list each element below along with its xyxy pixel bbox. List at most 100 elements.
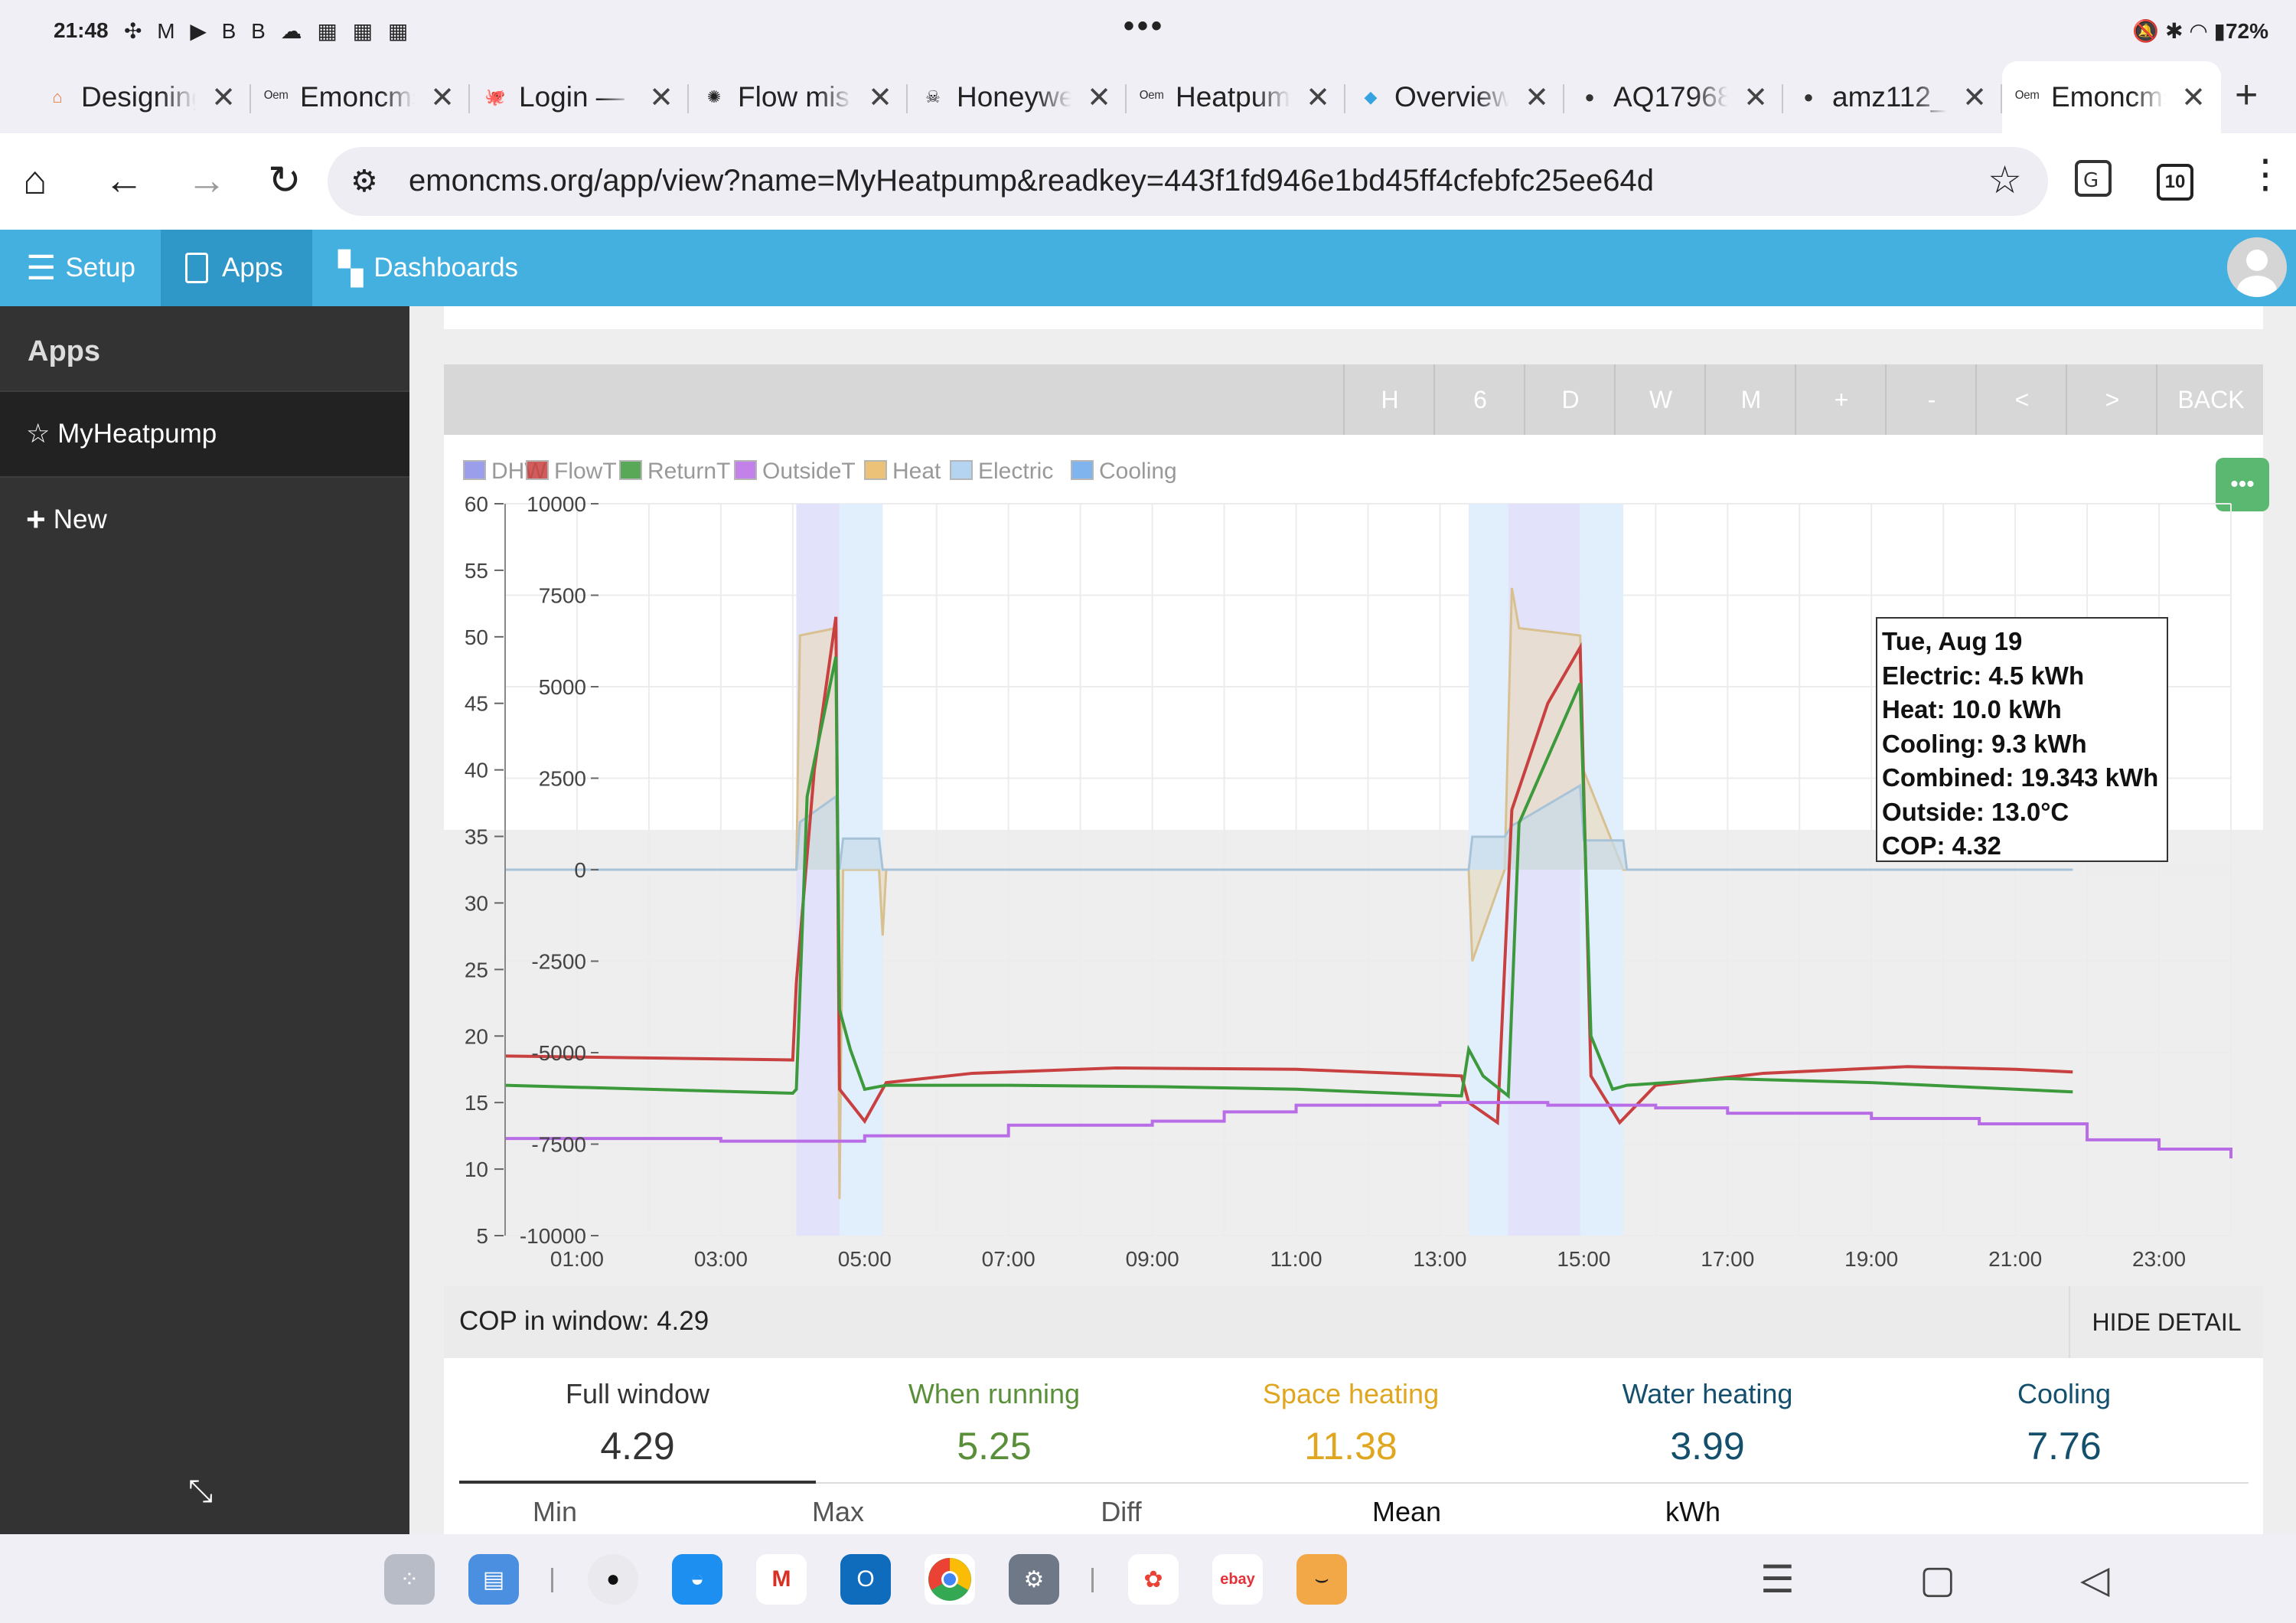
- close-tab-icon[interactable]: ✕: [2181, 81, 2206, 114]
- photos-pinwheel-icon[interactable]: ✿: [1128, 1554, 1179, 1605]
- tab-7[interactable]: ◆ Overview ✕: [1345, 61, 1564, 133]
- recents-icon[interactable]: ☰: [1760, 1558, 1795, 1601]
- user-avatar[interactable]: [2227, 237, 2287, 297]
- nav-apps[interactable]: Apps: [161, 230, 312, 306]
- stat-space-heating[interactable]: Space heating 11.38: [1172, 1378, 1529, 1468]
- tab-2[interactable]: ᴼᵉᵐ Emoncms ✕: [251, 61, 470, 133]
- menu-kebab-icon[interactable]: ⋮: [2245, 152, 2285, 197]
- y-left-tick-label: 60: [465, 492, 488, 516]
- reload-icon[interactable]: ↻: [268, 158, 302, 203]
- stat-title: Full window: [565, 1378, 710, 1409]
- close-tab-icon[interactable]: ✕: [1743, 81, 1768, 114]
- tab-10[interactable]: ᴼᵉᵐ Emoncms ✕: [2002, 61, 2221, 133]
- address-bar[interactable]: ⚙ emoncms.org/app/view?name=MyHeatpump&r…: [328, 147, 2048, 216]
- tooltip-line: Outside: 13.0°C: [1882, 797, 2069, 826]
- app-drawer-icon[interactable]: ⁘: [384, 1554, 435, 1605]
- collapse-sidebar-icon[interactable]: ⤡: [188, 1474, 213, 1508]
- home-icon[interactable]: ⌂: [23, 158, 47, 203]
- zoom-button-d[interactable]: D: [1524, 364, 1616, 435]
- heatpump-chart[interactable]: DHW FlowT ReturnT OutsideT Heat Electric Cooli…: [444, 435, 2265, 1277]
- close-tab-icon[interactable]: ✕: [430, 81, 455, 114]
- detail-col-diff: Diff: [1101, 1496, 1142, 1527]
- nav-setup[interactable]: ☰ Setup: [0, 230, 159, 306]
- stat-value: 5.25: [957, 1425, 1032, 1468]
- site-settings-icon[interactable]: ⚙: [351, 165, 378, 198]
- svg-text:G: G: [2083, 169, 2099, 192]
- close-tab-icon[interactable]: ✕: [1087, 81, 1111, 114]
- tab-9[interactable]: ● amz112_1 ✕: [1783, 61, 2002, 133]
- stat-water-heating[interactable]: Water heating 3.99: [1529, 1378, 1886, 1468]
- stat-when-running[interactable]: When running 5.25: [816, 1378, 1172, 1468]
- tooltip-line: COP: 4.32: [1882, 831, 2001, 860]
- y-left-tick-label: 55: [465, 559, 488, 583]
- extension-bubble-button[interactable]: •••: [2216, 458, 2269, 511]
- tab-title: Login —: [519, 81, 625, 113]
- zoom-button-6[interactable]: 6: [1433, 364, 1525, 435]
- tab-switcher-button[interactable]: 10: [2157, 161, 2193, 201]
- line-outsidet: [505, 1101, 2232, 1159]
- y-left-tick-label: 50: [465, 625, 488, 649]
- detail-col-max: Max: [811, 1496, 864, 1527]
- tab-4[interactable]: ✺ Flow mis ✕: [689, 61, 908, 133]
- close-tab-icon[interactable]: ✕: [1962, 81, 1987, 114]
- zoom-button-plus[interactable]: +: [1795, 364, 1887, 435]
- y-right-tick-label: 5000: [539, 675, 586, 699]
- legend-label-returnt: ReturnT: [647, 459, 730, 484]
- close-tab-icon[interactable]: ✕: [1306, 81, 1330, 114]
- octopus-icon: 🐙: [484, 87, 506, 106]
- skull-icon: ☠: [925, 87, 941, 106]
- zoom-button-w[interactable]: W: [1614, 364, 1706, 435]
- zoom-button-h[interactable]: H: [1343, 364, 1435, 435]
- zoom-button-m[interactable]: M: [1704, 364, 1796, 435]
- x-tick-label: 21:00: [1988, 1247, 2042, 1271]
- forward-icon[interactable]: →: [187, 158, 227, 203]
- bookmark-star-icon[interactable]: ☆: [1988, 158, 2022, 201]
- back-triangle-icon[interactable]: ◁: [2080, 1558, 2110, 1601]
- oem-icon: ᴼᵉᵐ: [2014, 87, 2040, 106]
- zoom-button-right[interactable]: >: [2066, 364, 2157, 435]
- y-left-tick-label: 10: [465, 1158, 488, 1181]
- tab-title: Heatpum: [1176, 81, 1290, 113]
- tab-8[interactable]: ● AQ17968 ✕: [1564, 61, 1783, 133]
- ebay-icon[interactable]: ebay: [1212, 1554, 1263, 1605]
- amazon-icon[interactable]: ⌣: [1296, 1554, 1347, 1605]
- home-square-icon[interactable]: ▢: [1919, 1558, 1956, 1601]
- more-dots-icon[interactable]: •••: [1124, 9, 1166, 43]
- zoom-button-back[interactable]: BACK: [2156, 364, 2265, 435]
- url-text[interactable]: emoncms.org/app/view?name=MyHeatpump&rea…: [409, 164, 1655, 198]
- new-tab-button[interactable]: +: [2235, 73, 2258, 117]
- sidebar-item-new[interactable]: + New: [0, 476, 409, 562]
- tab-3[interactable]: 🐙 Login — ✕: [470, 61, 689, 133]
- settings-gear-icon[interactable]: ⚙: [1009, 1554, 1059, 1605]
- zoom-button-left[interactable]: <: [1975, 364, 2067, 435]
- sidebar-item-myheatpump[interactable]: ☆ MyHeatpump: [0, 390, 409, 476]
- globe-icon: ●: [1803, 87, 1814, 106]
- close-tab-icon[interactable]: ✕: [649, 81, 673, 114]
- back-icon[interactable]: ←: [104, 158, 144, 203]
- stat-cooling[interactable]: Cooling 7.76: [1886, 1378, 2242, 1468]
- zoom-button-minus[interactable]: -: [1885, 364, 1977, 435]
- close-tab-icon[interactable]: ✕: [1525, 81, 1549, 114]
- weather-app-icon[interactable]: ◒: [672, 1554, 722, 1605]
- close-tab-icon[interactable]: ✕: [211, 81, 236, 114]
- close-tab-icon[interactable]: ✕: [868, 81, 892, 114]
- tab-6[interactable]: ᴼᵉᵐ Heatpum ✕: [1127, 61, 1345, 133]
- tab-5[interactable]: ☠ Honeywe ✕: [908, 61, 1127, 133]
- camera-app-icon[interactable]: ●: [588, 1554, 638, 1605]
- files-icon[interactable]: ▤: [468, 1554, 519, 1605]
- translate-icon[interactable]: G: [2074, 159, 2112, 205]
- gmail-icon[interactable]: M: [756, 1554, 807, 1605]
- home-icon: ⌂: [52, 87, 63, 106]
- stat-full-window[interactable]: Full window 4.29: [459, 1378, 816, 1468]
- tooltip-line: Cooling: 9.3 kWh: [1882, 729, 2087, 758]
- legend-label-flowt: FlowT: [554, 459, 617, 484]
- chrome-icon[interactable]: [925, 1554, 975, 1605]
- hide-detail-button[interactable]: HIDE DETAIL: [2069, 1286, 2263, 1358]
- tab-title: Honeywe: [957, 81, 1071, 113]
- y-left-tick-label: 35: [465, 825, 488, 849]
- nav-dashboards[interactable]: ▚ Dashboards: [338, 230, 518, 306]
- detail-col-kwh: kWh: [1665, 1496, 1720, 1527]
- outlook-icon[interactable]: O: [840, 1554, 891, 1605]
- tab-separator: [687, 84, 689, 113]
- tab-1[interactable]: ⌂ Designing ✕: [32, 61, 251, 133]
